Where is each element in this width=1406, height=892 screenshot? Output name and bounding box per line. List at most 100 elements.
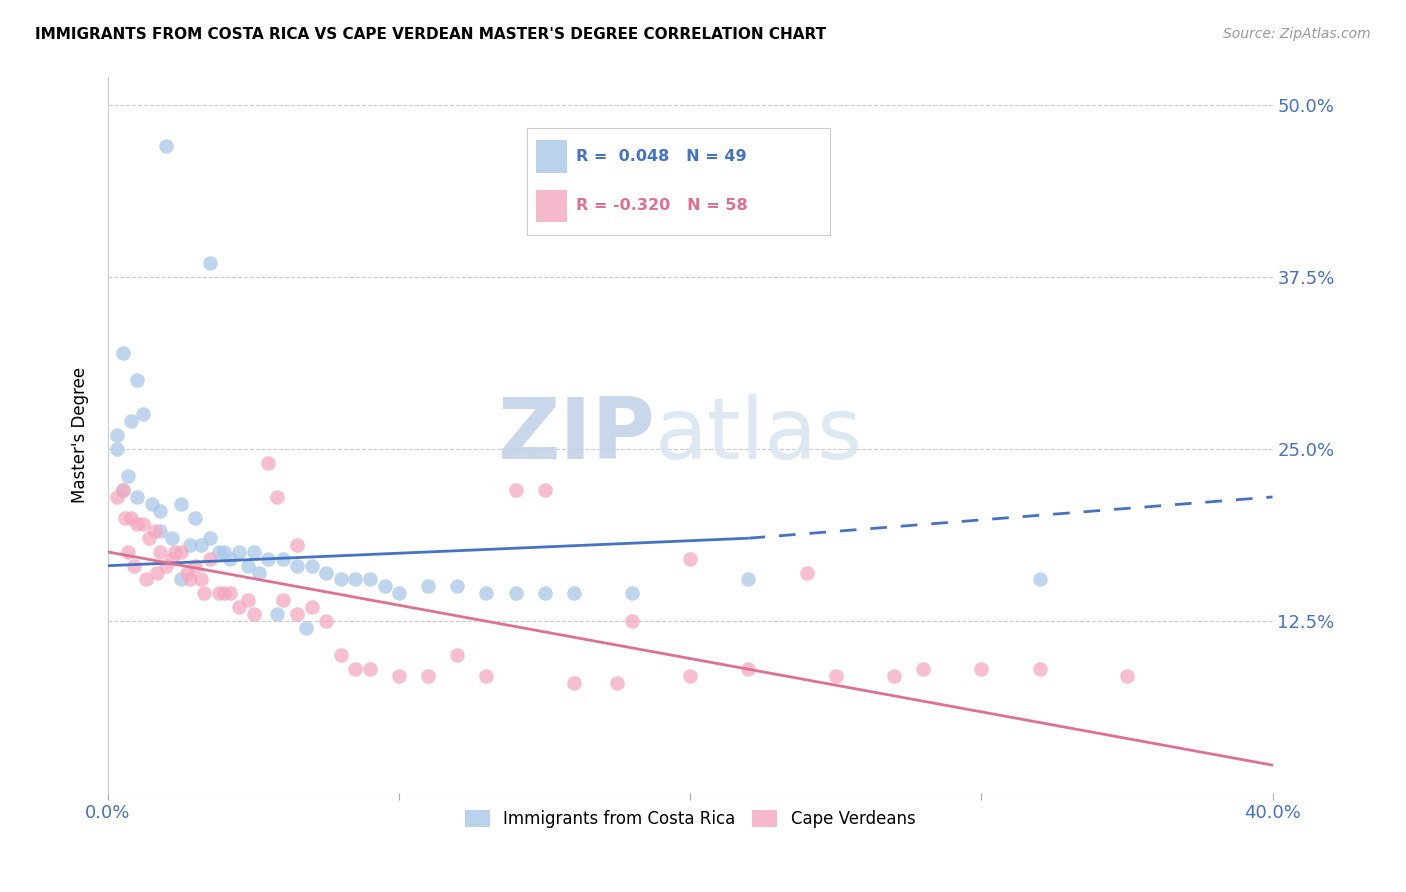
Point: [155, 558, 177, 573]
Point: [315, 566, 337, 580]
Point: [214, 545, 236, 559]
Point: [242, 607, 264, 621]
Point: [679, 669, 702, 683]
Point: [155, 139, 177, 153]
Point: [388, 669, 411, 683]
Point: [149, 504, 172, 518]
Point: [315, 614, 337, 628]
Point: [163, 545, 186, 559]
Point: [621, 614, 644, 628]
Point: [533, 483, 555, 497]
Point: [883, 669, 905, 683]
Point: [242, 545, 264, 559]
Point: [388, 586, 411, 600]
Point: [912, 662, 935, 676]
Point: [533, 586, 555, 600]
Y-axis label: Master's Degree: Master's Degree: [72, 367, 89, 503]
Point: [117, 545, 139, 559]
Point: [207, 586, 229, 600]
Point: [257, 551, 280, 566]
Point: [179, 538, 201, 552]
Point: [219, 551, 242, 566]
Point: [970, 662, 993, 676]
Point: [679, 551, 702, 566]
Point: [127, 517, 149, 532]
Point: [271, 593, 294, 607]
Point: [207, 545, 229, 559]
Legend: Immigrants from Costa Rica, Cape Verdeans: Immigrants from Costa Rica, Cape Verdean…: [458, 803, 922, 834]
Point: [301, 558, 323, 573]
Point: [1028, 573, 1050, 587]
Point: [374, 579, 396, 593]
Point: [105, 490, 128, 504]
Point: [141, 497, 163, 511]
Point: [359, 573, 381, 587]
Point: [257, 456, 280, 470]
Point: [138, 531, 160, 545]
Point: [170, 573, 193, 587]
Point: [143, 524, 166, 539]
Point: [127, 373, 149, 387]
Point: [285, 538, 308, 552]
Point: [149, 545, 172, 559]
Point: [111, 483, 134, 497]
Point: [160, 531, 183, 545]
Point: [505, 483, 527, 497]
Point: [301, 599, 323, 614]
Point: [266, 490, 288, 504]
Point: [606, 675, 628, 690]
Point: [737, 662, 759, 676]
Point: [190, 573, 212, 587]
Point: [184, 558, 207, 573]
Point: [214, 586, 236, 600]
Text: Source: ZipAtlas.com: Source: ZipAtlas.com: [1223, 27, 1371, 41]
Point: [247, 566, 270, 580]
Point: [236, 593, 259, 607]
Text: ZIP: ZIP: [498, 393, 655, 476]
Point: [344, 573, 367, 587]
Point: [562, 586, 585, 600]
Point: [446, 579, 468, 593]
Point: [198, 531, 221, 545]
Point: [796, 566, 818, 580]
Point: [114, 510, 136, 524]
Point: [120, 510, 142, 524]
Point: [329, 573, 352, 587]
Point: [184, 510, 207, 524]
Point: [475, 586, 498, 600]
Point: [120, 414, 142, 428]
Point: [135, 573, 157, 587]
Point: [198, 256, 221, 270]
Point: [285, 558, 308, 573]
Point: [329, 648, 352, 662]
Point: [621, 586, 644, 600]
Point: [475, 669, 498, 683]
Point: [149, 524, 172, 539]
Point: [132, 408, 155, 422]
Point: [562, 675, 585, 690]
Point: [127, 490, 149, 504]
Point: [117, 469, 139, 483]
Point: [105, 442, 128, 456]
Point: [122, 558, 145, 573]
Point: [824, 669, 846, 683]
Point: [198, 551, 221, 566]
Point: [1116, 669, 1139, 683]
Text: atlas: atlas: [655, 393, 863, 476]
Point: [193, 586, 215, 600]
Point: [190, 538, 212, 552]
Point: [359, 662, 381, 676]
Point: [344, 662, 367, 676]
Point: [236, 558, 259, 573]
Text: IMMIGRANTS FROM COSTA RICA VS CAPE VERDEAN MASTER'S DEGREE CORRELATION CHART: IMMIGRANTS FROM COSTA RICA VS CAPE VERDE…: [35, 27, 827, 42]
Point: [111, 345, 134, 359]
Point: [737, 573, 759, 587]
Point: [170, 497, 193, 511]
Point: [176, 566, 198, 580]
Point: [228, 599, 250, 614]
Point: [228, 545, 250, 559]
Point: [111, 483, 134, 497]
Point: [1028, 662, 1050, 676]
Point: [446, 648, 468, 662]
Point: [146, 566, 169, 580]
